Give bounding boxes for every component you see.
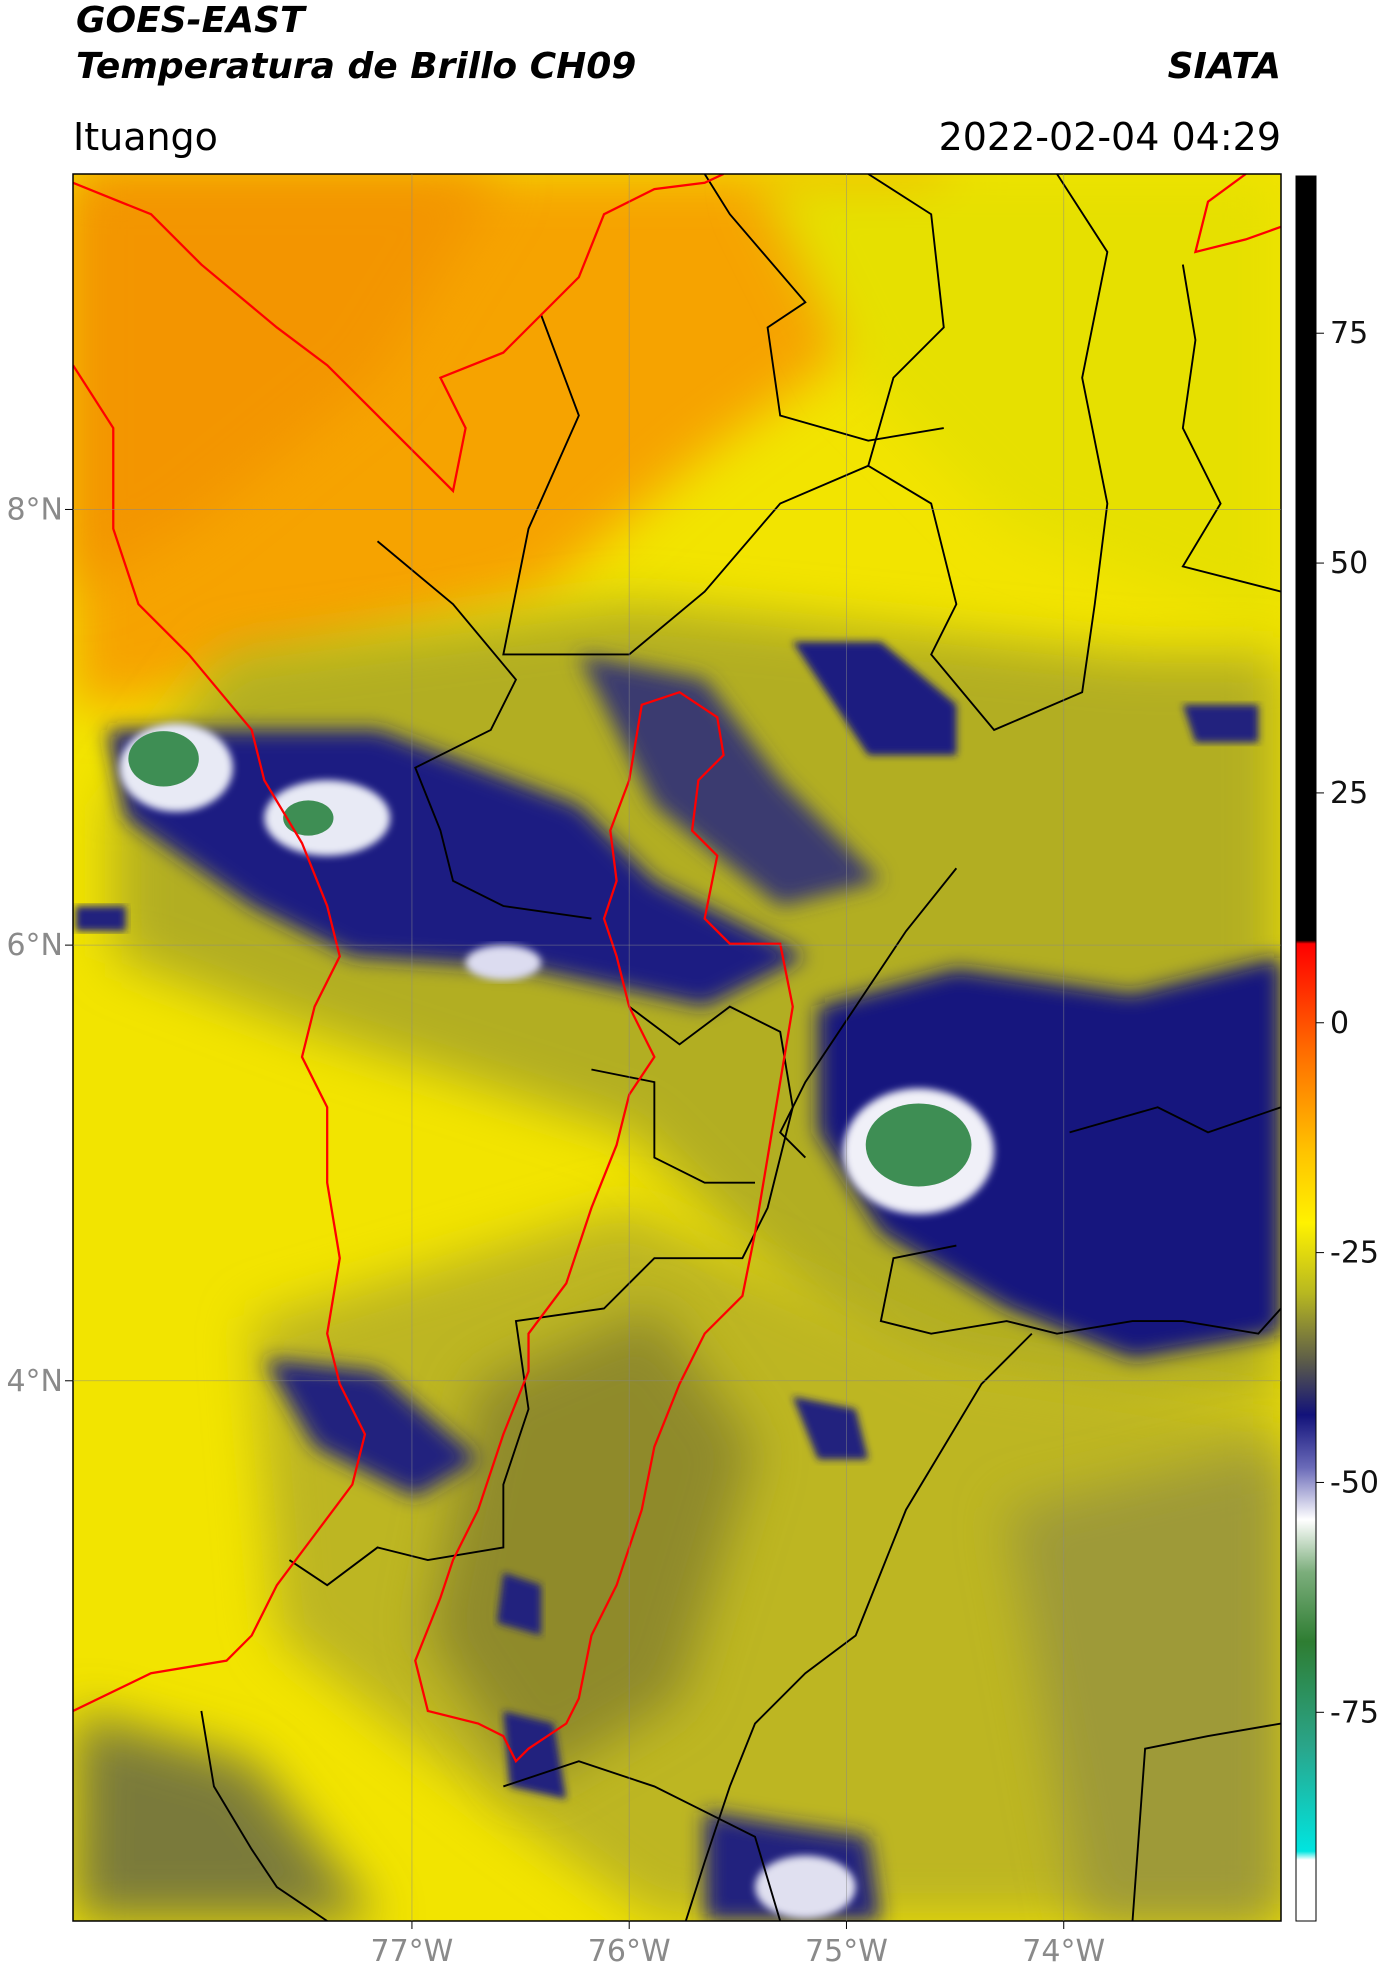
x-tick-label: 74°W [1022, 1934, 1105, 1969]
colorbar-label: -25 [1330, 1236, 1379, 1271]
colorbar-label: 50 [1330, 546, 1368, 581]
x-tick-label: 77°W [371, 1934, 454, 1969]
colorbar-label: 75 [1330, 316, 1368, 351]
y-tick-label: 8°N [6, 492, 63, 527]
datetime: 2022-02-04 04:29 [939, 115, 1281, 159]
x-tick-label: 76°W [588, 1934, 671, 1969]
colorbar-label: 25 [1330, 776, 1368, 811]
colorbar-label: -50 [1330, 1465, 1379, 1500]
map-frame [72, 173, 1282, 1922]
x-tick-label: 75°W [805, 1934, 888, 1969]
subtitle: Temperatura de Brillo CH09 [76, 46, 636, 87]
colorbar [1295, 175, 1317, 1922]
y-tick-label: 4°N [6, 1364, 63, 1399]
colorbar-label: -75 [1330, 1695, 1379, 1730]
y-tick-label: 6°N [6, 928, 63, 963]
source: SIATA [1168, 46, 1281, 87]
title: GOES-EAST [76, 0, 307, 41]
location: Ituango [73, 115, 218, 159]
colorbar-label: 0 [1330, 1006, 1349, 1041]
